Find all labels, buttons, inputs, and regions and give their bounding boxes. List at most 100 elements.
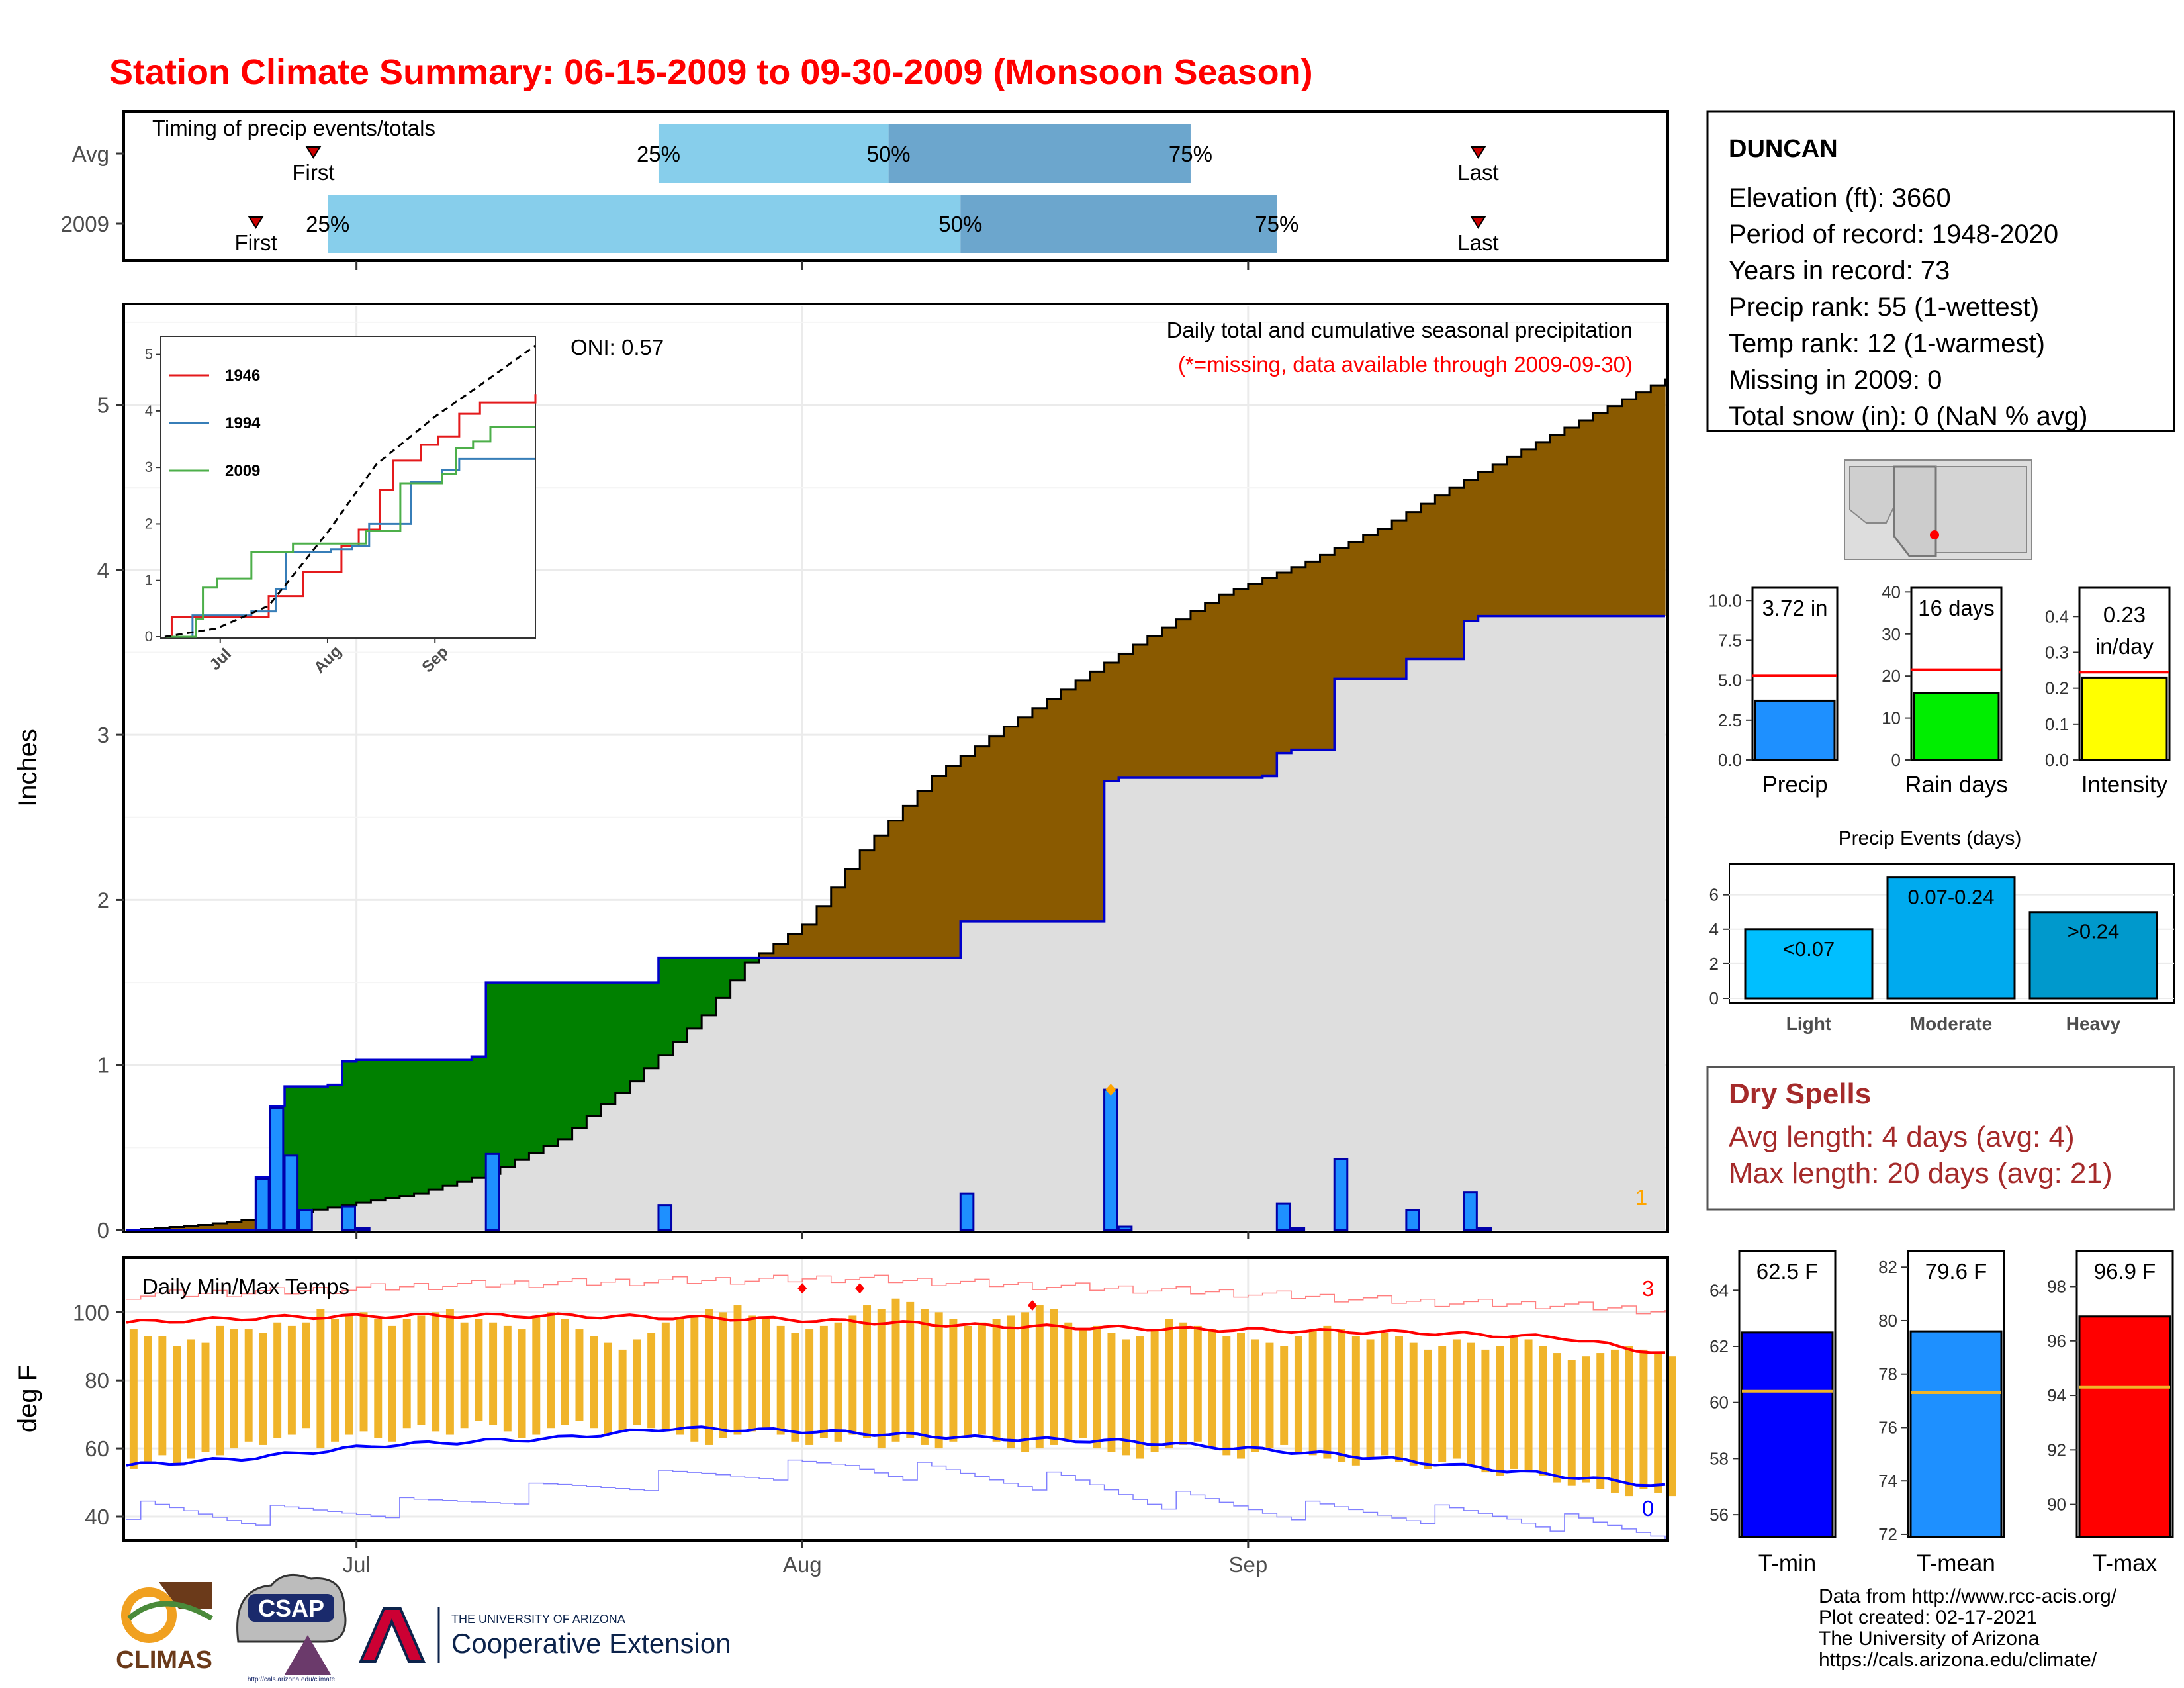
daily-temp-range-bar (1467, 1342, 1475, 1466)
precip-panel-frame (122, 303, 1669, 1233)
daily-temp-range-bar (848, 1315, 857, 1435)
daily-temp-range-bar (934, 1312, 943, 1449)
temp-y-tick-label: 40 (85, 1505, 109, 1529)
daily-temp-range-bar (1553, 1353, 1562, 1483)
daily-temp-range-bar (1481, 1349, 1490, 1473)
daily-temp-range-bar (445, 1309, 454, 1435)
below-avg-deficit-fill (1506, 457, 1522, 616)
precip-events-title: Precip Events (days) (1839, 827, 2022, 849)
daily-temp-range-bar (1496, 1346, 1504, 1476)
events-y-tick-label: 6 (1709, 885, 1719, 905)
daily-temp-range-bar (331, 1319, 340, 1442)
daily-temp-range-bar (1639, 1349, 1648, 1489)
daily-temp-range-bar (1567, 1360, 1576, 1486)
temp-bar-tick-label: 76 (1878, 1417, 1897, 1437)
precip-y-tick-label: 0 (97, 1218, 109, 1243)
daily-temp-range-bar (1539, 1346, 1547, 1476)
daily-temp-range-bar (359, 1312, 368, 1432)
timing-bar-q2 (960, 195, 1277, 253)
above-avg-surplus-fill (341, 1061, 357, 1205)
inset-series-2009 (165, 426, 535, 638)
climas-logo-sun (121, 1587, 177, 1643)
inset-y-tick-label: 3 (145, 459, 153, 475)
daily-temp-range-bar (1021, 1312, 1030, 1452)
daily-temp-range-bar (1654, 1353, 1662, 1493)
temp-y-axis: 40 60 80 100 (73, 1300, 124, 1529)
precip-y-tick-label: 2 (97, 888, 109, 912)
daily-temp-range-bar (302, 1322, 310, 1429)
daily-temp-range-bar (661, 1322, 670, 1432)
below-avg-deficit-fill (1262, 578, 1277, 776)
credit-line-2: Plot created: 02-17-2021 (1819, 1607, 2037, 1628)
above-avg-surplus-fill (428, 1060, 443, 1190)
below-avg-deficit-fill (1219, 594, 1234, 778)
daily-temp-range-bar (201, 1342, 210, 1452)
credit-line-3: The University of Arizona (1819, 1628, 2040, 1650)
below-avg-deficit-fill (903, 806, 918, 958)
above-avg-surplus-fill (399, 1060, 415, 1196)
precip-events-bar-label-moderate: 0.07-0.24 (1908, 886, 1995, 909)
below-avg-deficit-fill (816, 906, 832, 958)
above-avg-surplus-fill (702, 957, 717, 1015)
daily-temp-range-bar (158, 1336, 167, 1456)
climas-logo-arc (127, 1601, 214, 1621)
daily-precip-bar (1117, 1225, 1133, 1231)
timing-percentile-label: 25% (637, 142, 680, 166)
climas-logo: CLIMAS (116, 1582, 214, 1674)
below-avg-deficit-fill (1363, 535, 1379, 679)
timing-event-marker (1470, 146, 1486, 159)
below-avg-deficit-fill (1377, 528, 1392, 679)
above-avg-surplus-fill (586, 982, 602, 1116)
x-axis: Jul Aug Sep (343, 1231, 1268, 1577)
station-line-4: Precip rank: 55 (1-wettest) (1729, 293, 2039, 322)
daily-precip-bar (484, 1152, 500, 1231)
daily-temp-range-bar (719, 1312, 727, 1438)
cumulative-common-area (126, 616, 1665, 1230)
temp-bar-tick-label: 90 (2047, 1495, 2066, 1515)
timing-percentile-label: 50% (938, 212, 982, 236)
below-avg-deficit-fill (1463, 479, 1479, 622)
station-line-6: Missing in 2009: 0 (1729, 365, 1942, 395)
below-avg-deficit-fill (802, 924, 817, 958)
precip-panel: 0 1 2 3 4 5 Inches Daily total and cumulative… (13, 303, 1669, 1243)
temp-y-tick-label: 80 (85, 1368, 109, 1393)
below-avg-deficit-fill (759, 953, 774, 958)
precip-events-bar-moderate (1886, 876, 2016, 1000)
above-avg-surplus-fill (443, 1060, 458, 1186)
below-avg-deficit-fill (241, 1220, 257, 1230)
below-avg-deficit-fill (1564, 427, 1580, 616)
station-location-marker (1930, 530, 1939, 539)
below-avg-deficit-fill (989, 736, 1005, 921)
below-avg-deficit-fill (1608, 406, 1623, 616)
inset-series-1946 (165, 394, 537, 638)
dry-spells-avg: Avg length: 4 days (avg: 4) (1729, 1121, 2075, 1153)
station-line-3: Years in record: 73 (1729, 256, 1950, 285)
intensity-bar (2081, 676, 2168, 761)
below-avg-deficit-fill (845, 868, 860, 958)
inset-y-tick-label: 2 (145, 515, 153, 532)
below-avg-deficit-fill (874, 835, 889, 958)
below-avg-deficit-fill (946, 766, 961, 958)
below-avg-deficit-fill (1205, 602, 1220, 778)
dry-spells-frame (1706, 1066, 2175, 1211)
daily-temp-range-bar (316, 1309, 325, 1449)
flagged-day-marker (1105, 1084, 1116, 1096)
daily-temp-range-bar (1351, 1336, 1360, 1466)
ua-logo-line2: Cooperative Extension (451, 1628, 731, 1659)
below-avg-deficit-fill (1147, 635, 1163, 778)
x-tick-label: Sep (1229, 1552, 1268, 1577)
above-avg-surplus-fill (543, 982, 559, 1147)
above-avg-surplus-fill (298, 1086, 314, 1212)
map-state-west (1849, 466, 1895, 524)
daily-temp-range-bar (863, 1305, 872, 1438)
daily-temp-range-bar (388, 1325, 396, 1442)
below-avg-deficit-fill (1406, 512, 1422, 659)
daily-temp-range-bar (417, 1315, 426, 1425)
daily-temp-range-bar (1035, 1305, 1044, 1449)
below-avg-deficit-fill (773, 943, 789, 958)
precip-y-tick-label: 4 (97, 558, 109, 583)
daily-temp-range-bar (1338, 1329, 1346, 1462)
daily-temp-range-bar (187, 1339, 195, 1459)
precip-y-tick-label: 5 (97, 393, 109, 418)
